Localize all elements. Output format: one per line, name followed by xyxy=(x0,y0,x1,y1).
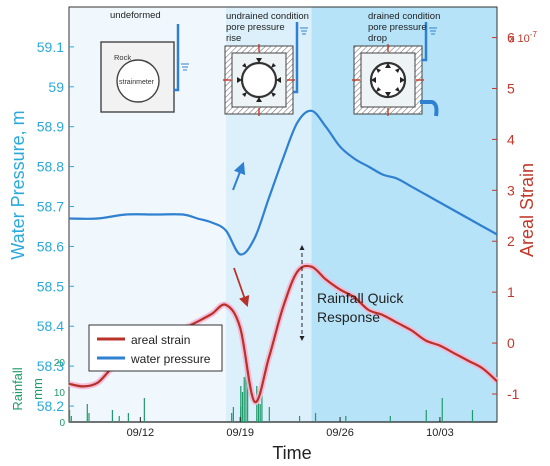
inset-rock-label: Rock xyxy=(114,53,131,62)
left-axis-tick-label: 58.7 xyxy=(37,199,64,215)
rainfall-bar xyxy=(88,413,90,422)
annotation-line2: Response xyxy=(317,309,380,325)
inset-undrained xyxy=(223,22,308,116)
left-axis-tick-label: 58.3 xyxy=(37,358,64,374)
rainfall-bar xyxy=(441,398,443,422)
rainfall-bar xyxy=(314,413,317,422)
left-axis-tick-label: 58.9 xyxy=(37,119,64,135)
rainfall-bar xyxy=(257,398,260,422)
left-axis-tick-label: 59 xyxy=(48,79,64,95)
phase-label-drained-line2: pore pressure xyxy=(368,22,427,33)
phase-label-undrained-line2: pore pressure xyxy=(226,22,285,33)
x-axis-title: Time xyxy=(272,443,311,463)
rainfall-bar xyxy=(245,356,247,422)
rainfall-bar xyxy=(118,416,120,422)
rainfall-bar xyxy=(143,398,145,422)
phase-label-undrained-line1: undrained condition xyxy=(226,11,309,22)
right-axis-tick-label: 3 xyxy=(507,182,515,198)
rainfall-bars xyxy=(69,356,474,422)
inset-strainmeter-label: strainmeter xyxy=(119,79,155,86)
right-axis-title: Areal Strain xyxy=(517,163,537,257)
annotation-line1: Rainfall Quick xyxy=(317,290,404,306)
left-axis-tick-label: 59.1 xyxy=(37,39,64,55)
right-axis-tick-label: 1 xyxy=(507,284,515,300)
phase-label-drained-line3: drop xyxy=(368,33,387,44)
rainfall-bar xyxy=(70,416,72,422)
right-axis-tick-label: 2 xyxy=(507,233,515,249)
phase-label-undeformed: undeformed xyxy=(110,10,161,21)
rain-axis-title-line1: Rainfall xyxy=(10,367,25,410)
legend-label-water-pressure: water pressure xyxy=(130,352,211,366)
x-axis-tick-label: 09/26 xyxy=(326,427,354,439)
rain-axis-tick-label: 0 xyxy=(59,418,65,429)
right-axis-tick-label: 5 xyxy=(507,80,515,96)
rainfall-bar xyxy=(111,410,113,422)
rainfall-bar xyxy=(231,413,233,422)
rainfall-bar xyxy=(261,392,263,422)
rainfall-bar xyxy=(298,416,301,422)
right-axis-exponent: x 10-7 xyxy=(509,30,537,45)
phase-label-undrained-line3: rise xyxy=(226,33,241,44)
rain-axis-tick-label: 20 xyxy=(54,358,66,369)
rainfall-bar xyxy=(471,410,474,422)
inset-drained xyxy=(352,22,439,117)
rainfall-bar xyxy=(268,407,270,422)
rainfall-bar xyxy=(232,407,234,422)
rainfall-bar xyxy=(425,410,427,422)
x-axis-tick-label: 09/12 xyxy=(127,427,155,439)
x-axis-tick-label: 09/19 xyxy=(226,427,254,439)
strain-drop-arrow xyxy=(233,267,250,308)
axis-ticks: 58.2 58.3 58.4 58.5 58.6 58.7 58.8 58.9 59 59.1 -1… xyxy=(37,30,520,439)
rainfall-bar xyxy=(247,368,249,422)
series-line-water-pressure xyxy=(68,109,498,256)
left-axis-tick-label: 58.5 xyxy=(37,278,64,294)
left-axis-tick-label: 58.8 xyxy=(37,159,64,175)
legend-label-areal-strain: areal strain xyxy=(131,333,190,347)
rainfall-bar xyxy=(345,416,347,422)
rainfall-bar xyxy=(259,404,261,422)
rainfall-bar xyxy=(69,410,71,422)
rainfall-bar xyxy=(240,386,242,422)
right-axis-tick-label: 0 xyxy=(507,335,515,351)
rainfall-bar xyxy=(241,392,244,422)
left-axis-tick-label: 58.2 xyxy=(37,398,64,414)
rainfall-bar xyxy=(243,377,245,422)
right-axis-tick-label: 6 xyxy=(507,30,515,46)
rainfall-bar xyxy=(389,416,391,422)
rain-axis-title-line2: mm xyxy=(30,378,45,400)
left-axis-title: Water Pressure, m xyxy=(8,110,28,259)
left-axis-tick-label: 58.4 xyxy=(37,318,64,334)
left-axis-tick-label: 58.6 xyxy=(37,238,64,254)
rain-axis-tick-label: 10 xyxy=(54,388,66,399)
pressure-rise-arrow xyxy=(232,161,246,191)
right-axis-tick-label: -1 xyxy=(507,386,520,402)
x-axis-tick-label: 10/03 xyxy=(426,427,454,439)
legend: areal strain water pressure xyxy=(88,324,223,372)
inset-undeformed: Rock strainmeter xyxy=(100,24,189,113)
rainfall-bar xyxy=(127,413,129,422)
rainfall-bar xyxy=(86,404,88,422)
phase-label-drained-line1: drained condition xyxy=(368,11,440,22)
right-axis-tick-label: 4 xyxy=(507,131,515,147)
